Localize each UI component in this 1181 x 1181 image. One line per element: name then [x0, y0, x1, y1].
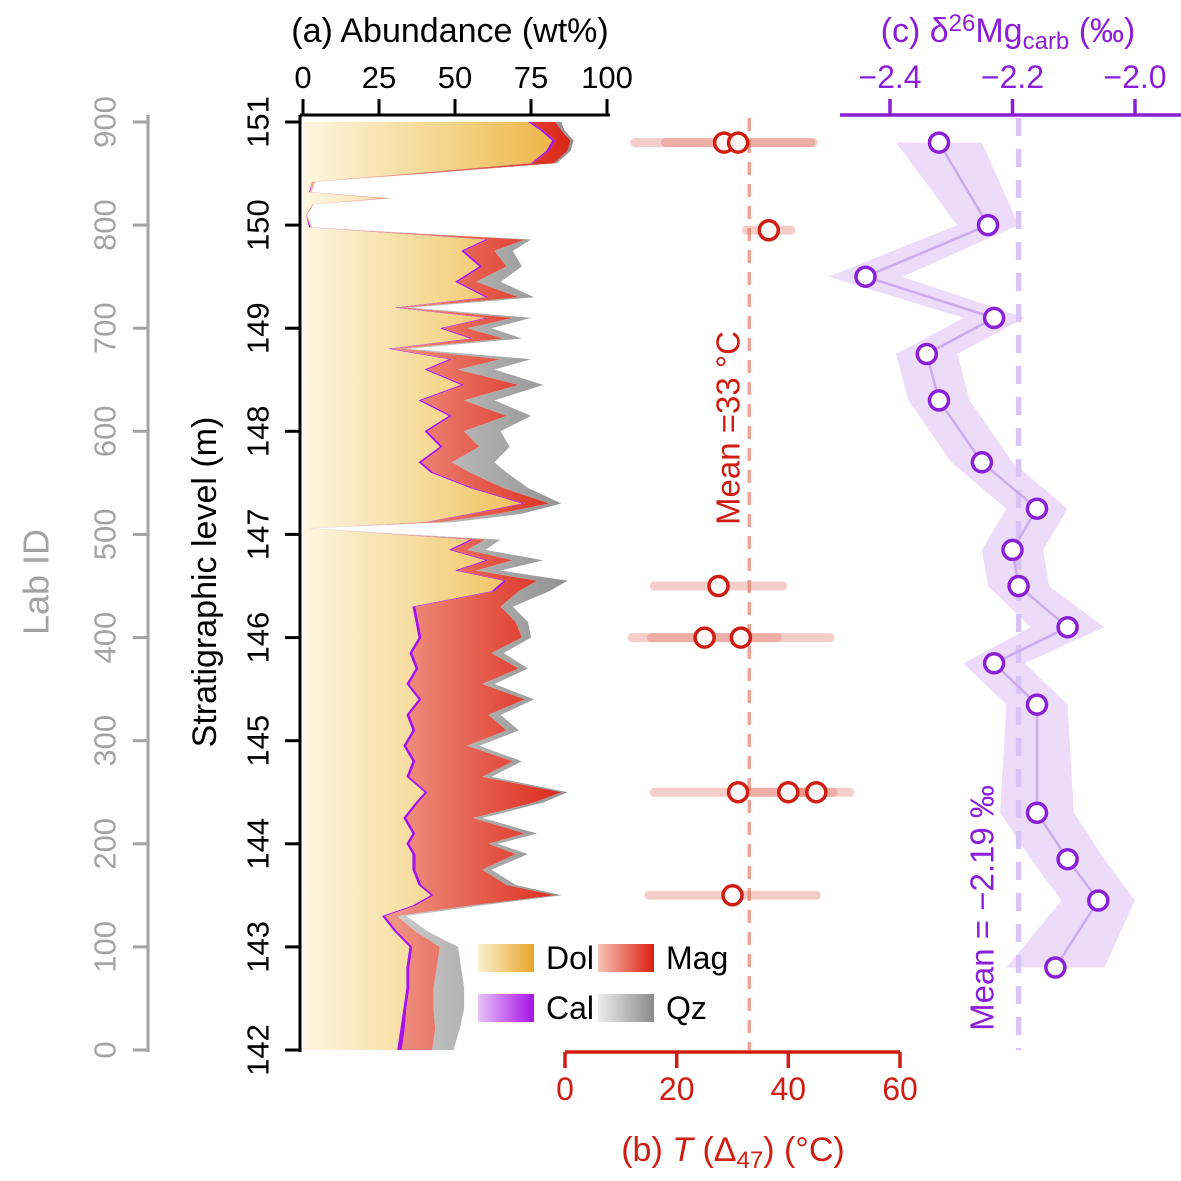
mg-point — [927, 389, 951, 412]
strat-axis-tick-label: 150 — [241, 199, 276, 251]
lab-axis-tick-label: 0 — [88, 1041, 123, 1058]
lab-axis-tick-label: 200 — [88, 818, 123, 870]
strat-axis-tick-label: 147 — [241, 509, 276, 561]
title-part: (‰) — [1069, 12, 1135, 50]
title-part: (c) δ — [881, 12, 949, 50]
mg-isotope-panel: −2.4 −2.2 −2.0 — [828, 59, 1181, 1050]
legend: Dol Cal Mag Qz — [478, 940, 728, 1026]
abundance-area-chart — [303, 122, 574, 1050]
legend-label-cal: Cal — [546, 990, 594, 1026]
panel-c-title: (c) δ26Mgcarb (‰) — [881, 10, 1136, 55]
mg-point — [1025, 693, 1049, 716]
abundance-axis-tick-label: 100 — [581, 60, 633, 95]
abundance-axis-tick-label: 50 — [438, 60, 472, 95]
abundance-axis-tick-label: 25 — [362, 60, 396, 95]
mg-axis-tick-label: −2.2 — [981, 59, 1044, 95]
temperature-point — [726, 131, 750, 154]
temperature-axis-tick-label: 20 — [659, 1071, 695, 1107]
mg-point — [982, 306, 1006, 330]
legend-label-qz: Qz — [666, 990, 707, 1026]
lab-axis-tick-label: 600 — [88, 405, 123, 457]
strat-axis-label: Stratigraphic level (m) — [186, 417, 224, 748]
mg-point — [976, 213, 1000, 237]
mg-point — [1056, 615, 1079, 639]
temperature-point — [757, 219, 781, 242]
mg-point — [854, 265, 877, 288]
mg-point — [927, 131, 951, 154]
mean-temperature-label: Mean =33 °C — [710, 331, 747, 525]
strat-axis-tick-label: 143 — [241, 921, 276, 973]
mg-point — [1025, 801, 1049, 825]
strat-axis-tick-label: 149 — [241, 302, 276, 354]
mg-point — [915, 342, 939, 366]
mg-point — [1025, 497, 1049, 520]
mean-mg-label: Mean = −2.19 ‰ — [964, 785, 1001, 1031]
area-mag — [306, 122, 571, 1050]
abundance-axis-tick-label: 0 — [294, 60, 311, 95]
legend-label-dol: Dol — [546, 940, 594, 976]
title-part-italic: T — [672, 1131, 695, 1169]
mg-point — [982, 652, 1006, 675]
legend-swatch-qz — [598, 994, 654, 1022]
lab-axis-tick-label: 800 — [88, 199, 123, 251]
mg-axis-tick-label: −2.0 — [1103, 59, 1166, 95]
axes-layer: 0100200300400500600700800900142143144145… — [88, 60, 633, 1076]
strat-axis-tick-label: 146 — [241, 612, 276, 664]
lab-axis-tick-label: 700 — [88, 302, 123, 354]
lab-axis-tick-label: 400 — [88, 612, 123, 664]
area-dol — [303, 122, 553, 1050]
title-part: Mg — [975, 12, 1022, 50]
strat-axis-tick-label: 145 — [241, 715, 276, 767]
panel-a-title: (a) Abundance (wt%) — [291, 12, 609, 50]
temperature-point — [707, 574, 730, 598]
mg-point — [1056, 847, 1079, 871]
temperature-axis-tick-label: 60 — [882, 1071, 918, 1107]
temperature-panel: 0 20 40 60 — [556, 118, 918, 1107]
lab-axis-tick-label: 900 — [88, 96, 123, 148]
lab-axis-tick-label: 300 — [88, 715, 123, 767]
mg-point — [970, 451, 994, 474]
lab-axis-tick-label: 100 — [88, 921, 123, 973]
title-part: ) (°C) — [763, 1131, 845, 1169]
legend-swatch-mag — [598, 944, 654, 972]
mg-uncertainty-band — [828, 142, 1135, 968]
title-part-subscript: carb — [1023, 28, 1070, 55]
mg-point — [1044, 956, 1067, 979]
strat-axis-tick-label: 144 — [241, 818, 276, 870]
temperature-point — [729, 626, 753, 649]
temperature-point — [777, 780, 800, 804]
temperature-point — [693, 626, 716, 649]
lab-id-axis-label: Lab ID — [16, 529, 57, 635]
mg-point — [1001, 538, 1024, 562]
title-part-subscript: 47 — [736, 1147, 763, 1174]
mg-point — [1087, 889, 1110, 912]
title-part: (b) — [621, 1131, 672, 1169]
mg-axis-tick-label: −2.4 — [858, 59, 921, 95]
mg-point — [1007, 574, 1030, 598]
legend-swatch-dol — [478, 944, 534, 972]
temperature-point — [805, 780, 828, 804]
temperature-point — [726, 780, 750, 804]
temperature-point — [721, 884, 744, 907]
strat-axis-tick-label: 142 — [241, 1024, 276, 1076]
legend-label-mag: Mag — [666, 940, 728, 976]
temperature-axis-tick-label: 40 — [771, 1071, 807, 1107]
title-part: (Δ — [693, 1131, 736, 1169]
panel-b-title: (b) T (Δ47) (°C) — [621, 1131, 845, 1174]
abundance-axis-tick-label: 75 — [514, 60, 548, 95]
legend-swatch-cal — [478, 994, 534, 1022]
title-part-superscript: 26 — [949, 10, 976, 37]
strat-axis-tick-label: 151 — [241, 96, 276, 148]
temperature-axis-tick-label: 0 — [556, 1071, 574, 1107]
strat-axis-tick-label: 148 — [241, 405, 276, 457]
lab-axis-tick-label: 500 — [88, 509, 123, 561]
